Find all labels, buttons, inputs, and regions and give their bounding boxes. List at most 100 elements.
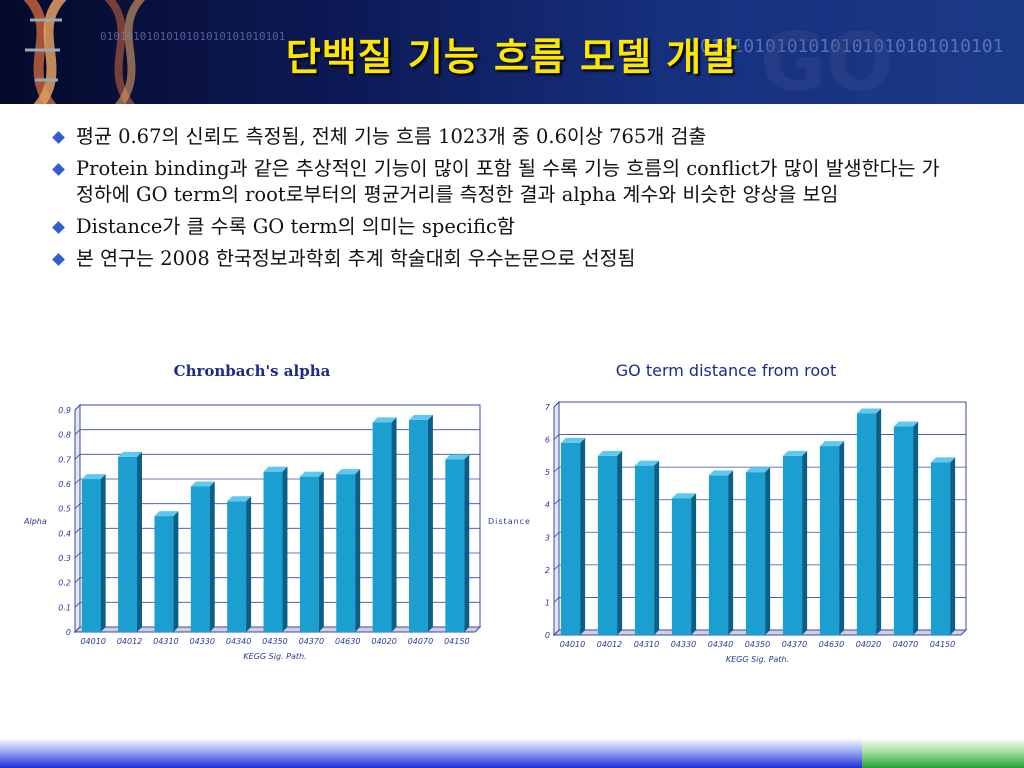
- y-axis-label: Distance: [488, 517, 531, 526]
- bar-side: [137, 451, 142, 632]
- x-tick-label: 04330: [671, 640, 696, 649]
- diamond-bullet-icon: [52, 253, 65, 266]
- gridline-diagonal: [553, 466, 560, 473]
- x-tick-label: 04370: [782, 640, 807, 649]
- bar: [597, 450, 623, 635]
- bar-side: [209, 481, 215, 632]
- bar: [118, 451, 142, 632]
- gridline-diagonal: [74, 552, 81, 559]
- bar-side: [464, 454, 470, 632]
- bar-top: [893, 421, 919, 427]
- gridline-diagonal: [553, 434, 560, 440]
- x-tick-label: 04070: [408, 637, 433, 646]
- chart-alpha-svg: Chronbach's alpha 0 0.1 0.2 0.3 0.4 0.5 0.6 0.7 0…: [23, 362, 482, 661]
- bar-front: [118, 456, 137, 632]
- dna-helix-decoration: 0101010101010101010101010101 01010101010…: [23, 0, 1003, 104]
- bar-front: [336, 474, 356, 632]
- y-tick-label: 0.6: [58, 480, 71, 489]
- x-tick-label: 04630: [819, 640, 844, 649]
- bar-front: [445, 459, 465, 632]
- bullet-list: 평균 0.67의 신뢰도 측정됨, 전체 기능 흐름 1023개 중 0.6이상…: [50, 124, 950, 278]
- x-tick-label: 04340: [226, 637, 251, 646]
- diamond-bullet-icon: [52, 131, 65, 144]
- bar: [671, 493, 697, 635]
- gridline-diagonal: [74, 577, 81, 583]
- x-tick-label: 04350: [262, 637, 287, 646]
- bar-front: [263, 471, 283, 632]
- x-tick-label: 04010: [80, 637, 105, 646]
- gridline-diagonal: [74, 454, 81, 460]
- bar: [708, 470, 734, 635]
- gridline-diagonal: [74, 404, 81, 411]
- bar-side: [876, 408, 882, 635]
- bar-top: [856, 408, 882, 414]
- x-tick-label: 04310: [634, 640, 659, 649]
- x-tick-label: 04012: [597, 640, 622, 649]
- bar-top: [118, 451, 142, 457]
- x-tick-label: 04070: [893, 640, 918, 649]
- x-tick-label: 04350: [745, 640, 770, 649]
- bullet-item: Protein binding과 같은 추상적인 기능이 많이 포함 될 수록 …: [50, 156, 950, 208]
- slide-header: 0101010101010101010101010101 01010101010…: [0, 0, 1024, 104]
- gridline-diagonal: [74, 528, 81, 534]
- bar: [856, 408, 882, 635]
- bar: [154, 511, 179, 632]
- bar-top: [263, 466, 288, 472]
- bar-side: [427, 414, 433, 632]
- x-tick-label: 04020: [371, 637, 396, 646]
- y-tick-label: 0.7: [58, 455, 72, 464]
- bar: [409, 414, 433, 632]
- x-tick-label: 04330: [190, 637, 215, 646]
- bar-front: [154, 516, 174, 632]
- bar: [81, 474, 106, 632]
- bar-side: [580, 437, 586, 635]
- bar-side: [765, 467, 771, 635]
- bar-side: [950, 457, 956, 635]
- y-tick-label: 4: [545, 501, 550, 510]
- bar-front: [560, 442, 581, 635]
- bar: [560, 437, 586, 635]
- bar-top: [634, 460, 660, 466]
- bar-top: [708, 470, 734, 476]
- x-tick-label: 04630: [335, 637, 360, 646]
- bar-side: [246, 496, 252, 632]
- bar-top: [154, 511, 179, 517]
- y-tick-label: 0.2: [58, 579, 71, 588]
- bar-front: [597, 455, 618, 635]
- bar-top: [336, 469, 361, 475]
- bullet-text: Distance가 클 수록 GO term의 의미는 specific함: [76, 215, 515, 238]
- gridline-diagonal: [74, 429, 81, 435]
- gridline-diagonal: [553, 532, 560, 538]
- bar-side: [913, 421, 919, 635]
- x-axis-label: KEGG Sig. Path.: [243, 652, 306, 661]
- bullet-text: 평균 0.67의 신뢰도 측정됨, 전체 기능 흐름 1023개 중 0.6이상…: [76, 125, 707, 148]
- bar-side: [617, 450, 623, 635]
- x-tick-label: 04370: [299, 637, 324, 646]
- gridline-diagonal: [553, 629, 560, 636]
- bar-top: [597, 450, 623, 456]
- y-tick-label: 0.5: [58, 505, 71, 514]
- bar: [227, 496, 252, 632]
- bar-side: [839, 441, 845, 635]
- bar-front: [372, 422, 392, 632]
- bar-front: [893, 426, 914, 635]
- bar-front: [782, 455, 803, 635]
- bar-front: [819, 446, 840, 635]
- y-tick-label: 6: [545, 436, 550, 445]
- diamond-bullet-icon: [52, 221, 65, 234]
- gridline-diagonal: [553, 401, 560, 408]
- y-tick-label: 3: [545, 533, 550, 542]
- bar-top: [782, 450, 808, 456]
- x-tick-label: 04012: [117, 637, 142, 646]
- chart-distance-svg: GO term distance from root 0 1 2 3 4 5 6 7 04010 0…: [488, 361, 968, 664]
- bullet-text: Protein binding과 같은 추상적인 기능이 많이 포함 될 수록 …: [76, 157, 940, 206]
- bar-top: [227, 496, 252, 502]
- bar: [263, 466, 288, 632]
- bar-side: [691, 493, 697, 635]
- bar-top: [372, 417, 397, 423]
- y-tick-label: 0.3: [58, 554, 71, 563]
- bar-side: [728, 470, 734, 635]
- bar-top: [190, 481, 215, 487]
- gridline-diagonal: [553, 564, 560, 571]
- x-tick-label: 04010: [560, 640, 585, 649]
